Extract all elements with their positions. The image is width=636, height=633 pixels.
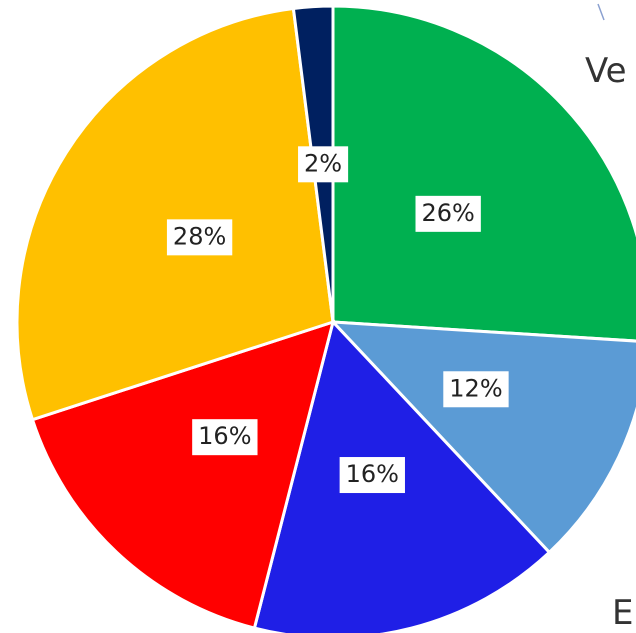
data-label: 16% bbox=[346, 460, 399, 488]
annotation: Ve bbox=[585, 51, 627, 91]
pie-slice bbox=[331, 4, 636, 343]
label-box bbox=[192, 419, 258, 456]
pie bbox=[15, 4, 636, 633]
data-label: 2% bbox=[304, 149, 342, 177]
label-box bbox=[415, 195, 481, 232]
label-box bbox=[339, 457, 405, 494]
data-label: 12% bbox=[449, 374, 502, 402]
data-label: 16% bbox=[198, 422, 251, 450]
leader-line bbox=[597, 3, 605, 21]
pie-slice bbox=[30, 319, 336, 630]
label-box bbox=[298, 146, 349, 183]
pie-slice bbox=[329, 320, 636, 555]
pie-slice bbox=[15, 6, 335, 422]
label-box bbox=[166, 219, 233, 256]
annotation: E bbox=[612, 593, 633, 633]
label-box bbox=[443, 371, 509, 408]
data-label: 28% bbox=[173, 222, 226, 250]
labels: 26% 12% 16% 16% 28% 2% bbox=[166, 146, 509, 494]
data-label: 26% bbox=[422, 199, 475, 227]
